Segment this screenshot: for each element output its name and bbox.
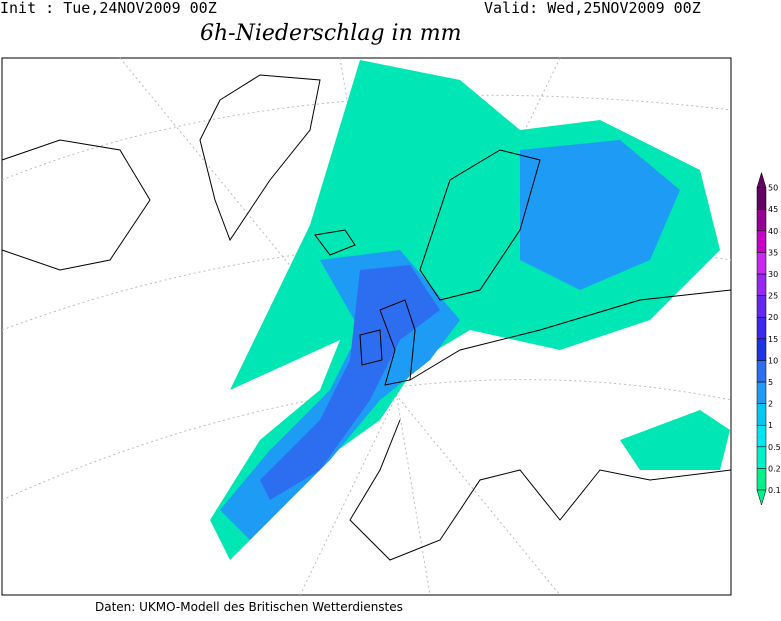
legend-swatch [756, 468, 767, 491]
init-time: Init : Tue,24NOV2009 00Z [0, 0, 217, 17]
legend-label: 30 [768, 270, 778, 279]
legend-label: 25 [768, 292, 778, 301]
legend-swatch [756, 446, 767, 469]
legend-swatch [756, 295, 767, 318]
iceland [314, 229, 356, 256]
continent [349, 289, 732, 561]
legend-swatch [756, 360, 767, 383]
north-america [1, 139, 151, 271]
valid-time: Valid: Wed,25NOV2009 00Z [484, 0, 701, 17]
ireland [359, 329, 383, 366]
legend-label: 40 [768, 227, 778, 236]
legend-label: 15 [768, 335, 778, 344]
legend-swatch [756, 381, 767, 404]
legend-label: 50 [768, 184, 778, 193]
coastlines [1, 74, 732, 561]
legend-label: 0.5 [768, 443, 781, 452]
legend-end [756, 489, 767, 506]
graticule-line [119, 57, 561, 596]
legend-swatch [756, 403, 767, 426]
footer-credit: Daten: UKMO-Modell des Britischen Wetter… [95, 600, 403, 614]
legend-label: 5 [768, 378, 773, 387]
legend-swatch [756, 273, 767, 296]
scandinavia [419, 149, 541, 301]
legend-swatch [756, 338, 767, 361]
legend-label: 2 [768, 400, 773, 409]
legend-end [756, 171, 767, 188]
legend-swatch [756, 424, 767, 448]
graticule-line [1, 94, 732, 181]
precip-area [260, 265, 440, 500]
legend-label: 10 [768, 356, 778, 365]
legend-label: 45 [768, 205, 778, 214]
legend-label: 1 [768, 421, 773, 430]
map-title: 6h-Niederschlag in mm [200, 21, 461, 46]
legend-swatch [756, 230, 767, 253]
legend-swatch [756, 208, 767, 232]
graticule-line [1, 379, 732, 501]
legend-swatch [756, 316, 767, 340]
greenland [199, 74, 321, 242]
precipitation [210, 60, 730, 560]
map [1, 57, 732, 596]
legend-label: 35 [768, 248, 778, 257]
legend-swatch [756, 187, 767, 210]
precip-area [620, 410, 730, 470]
precip-area [520, 140, 680, 290]
legend-label: 0.2 [768, 464, 781, 473]
legend-label: 0.1 [768, 486, 781, 495]
legend-swatch [756, 252, 767, 275]
legend-label: 20 [768, 313, 778, 322]
